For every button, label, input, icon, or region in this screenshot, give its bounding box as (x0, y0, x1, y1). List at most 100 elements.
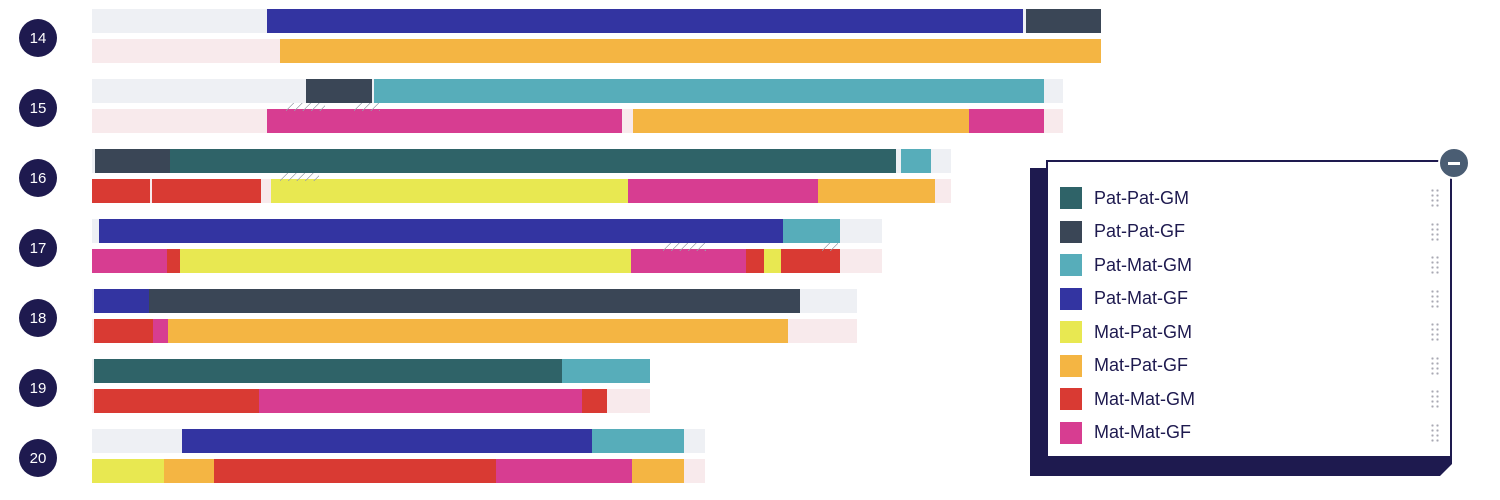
legend-item-pat-pat-gf[interactable]: Pat-Pat-GF (1060, 220, 1440, 244)
segment-mat-pat-gm[interactable] (92, 459, 164, 483)
segment-mat-mat-gf[interactable] (259, 389, 582, 413)
legend-label: Mat-Pat-GM (1094, 321, 1193, 342)
legend-collapse-button[interactable] (1438, 147, 1470, 179)
legend-label: Mat-Mat-GF (1094, 422, 1191, 442)
segment-mat-mat-gf[interactable] (969, 109, 1045, 133)
segment-pat-pat-gf[interactable] (149, 289, 800, 313)
legend-label: Pat-Pat-GM (1094, 187, 1190, 208)
segment-mat-mat-gf[interactable] (496, 459, 632, 483)
segment-mat-mat-gm[interactable] (780, 249, 840, 273)
segment-mat-mat-gm[interactable] (213, 459, 497, 483)
chromosome-16-maternal-track (92, 179, 952, 203)
drag-handle-icon[interactable] (1430, 188, 1440, 208)
segment-mat-mat-gm[interactable] (167, 249, 180, 273)
segment-pat-mat-gm[interactable] (592, 429, 685, 453)
segment-mat-mat-gf[interactable] (266, 109, 623, 133)
legend-swatch (1060, 254, 1082, 276)
drag-handle-icon[interactable] (1430, 422, 1440, 443)
segment-mat-pat-gf[interactable] (632, 109, 970, 133)
legend-swatch (1060, 321, 1082, 343)
legend-label: Pat-Pat-GF (1094, 221, 1186, 241)
segment-mat-mat-gm[interactable] (92, 179, 151, 203)
segment-pat-mat-gm[interactable] (901, 149, 931, 173)
segment-mat-mat-gf[interactable] (630, 249, 746, 273)
segment-pat-mat-gf[interactable] (94, 289, 150, 313)
legend-item-pat-mat-gf[interactable]: Pat-Mat-GF (1060, 287, 1440, 311)
segment-mat-pat-gf[interactable] (163, 459, 214, 483)
segment-mat-pat-gm[interactable] (179, 249, 631, 273)
legend-item-pat-pat-gm[interactable]: Pat-Pat-GM (1060, 186, 1440, 210)
segment-pat-pat-gf[interactable] (1026, 9, 1102, 33)
chromosome-15-paternal-track (92, 79, 1064, 103)
chromosome-17-paternal-track (92, 219, 883, 243)
segment-mat-mat-gf[interactable] (92, 249, 168, 273)
segment-pat-mat-gf[interactable] (266, 9, 1024, 33)
legend-swatch (1060, 220, 1082, 243)
segment-mat-mat-gf[interactable] (628, 179, 818, 203)
chromosome-20-maternal-track (92, 459, 705, 483)
legend-item-mat-pat-gf[interactable]: Mat-Pat-GF (1060, 354, 1440, 378)
drag-handle-icon[interactable] (1430, 355, 1440, 376)
legend-swatch (1060, 287, 1082, 310)
segment-mat-pat-gm[interactable] (763, 249, 781, 273)
segment-mat-mat-gm[interactable] (745, 249, 764, 273)
chromosome-14-paternal-track (92, 9, 1102, 33)
drag-handle-icon[interactable] (1430, 255, 1440, 275)
legend-item-mat-mat-gm[interactable]: Mat-Mat-GM (1060, 387, 1440, 411)
legend-item-mat-mat-gf[interactable]: Mat-Mat-GF (1060, 421, 1440, 445)
chromosome-16-badge: 16 (19, 159, 57, 197)
chromosome-20-paternal-track (92, 429, 705, 453)
legend-label: Pat-Mat-GM (1094, 254, 1193, 275)
chromosome-18-paternal-track (92, 289, 857, 313)
legend-label: Pat-Mat-GF (1094, 288, 1189, 308)
legend-label: Mat-Mat-GM (1094, 388, 1195, 409)
segment-mat-pat-gf[interactable] (817, 179, 936, 203)
chromosome-15-maternal-track (92, 109, 1064, 133)
crossover-hatch (285, 103, 325, 111)
segment-mat-pat-gf[interactable] (280, 39, 1102, 63)
legend-swatch (1060, 421, 1082, 444)
segment-pat-mat-gm[interactable] (374, 79, 1045, 103)
chromosome-19-paternal-track (92, 359, 650, 383)
segment-pat-pat-gf[interactable] (95, 149, 171, 173)
drag-handle-icon[interactable] (1430, 288, 1440, 309)
segment-mat-mat-gm[interactable] (581, 389, 608, 413)
segment-pat-pat-gm[interactable] (170, 149, 897, 173)
legend-swatch (1060, 187, 1082, 209)
legend-item-mat-pat-gm[interactable]: Mat-Pat-GM (1060, 320, 1440, 344)
segment-mat-pat-gf[interactable] (631, 459, 685, 483)
segment-mat-mat-gm[interactable] (152, 179, 262, 203)
segment-pat-mat-gf[interactable] (99, 219, 783, 243)
legend-swatch (1060, 354, 1082, 377)
legend-panel: Pat-Pat-GM Pat-Pat-GF Pat-Mat-GM Pat-Mat-GF… (1046, 160, 1452, 458)
chromosome-16-paternal-track (92, 149, 952, 173)
segment-pat-pat-gm[interactable] (94, 359, 562, 383)
chromosome-14-badge: 14 (19, 19, 57, 57)
segment-pat-mat-gm[interactable] (561, 359, 650, 383)
drag-handle-icon[interactable] (1430, 322, 1440, 342)
legend-item-pat-mat-gm[interactable]: Pat-Mat-GM (1060, 253, 1440, 277)
chromosome-18-badge: 18 (19, 299, 57, 337)
drag-handle-icon[interactable] (1430, 389, 1440, 409)
drag-handle-icon[interactable] (1430, 221, 1440, 242)
chromosome-17-maternal-track (92, 249, 883, 273)
legend-swatch (1060, 388, 1082, 410)
segment-pat-mat-gf[interactable] (181, 429, 593, 453)
legend-label: Mat-Pat-GF (1094, 355, 1189, 375)
segment-mat-mat-gm[interactable] (94, 319, 154, 343)
chromosome-17-badge: 17 (19, 229, 57, 267)
chromosome-19-badge: 19 (19, 369, 57, 407)
chromosome-15-badge: 15 (19, 89, 57, 127)
segment-mat-mat-gf[interactable] (153, 319, 169, 343)
segment-mat-pat-gf[interactable] (168, 319, 789, 343)
chromosome-18-maternal-track (92, 319, 857, 343)
segment-mat-pat-gm[interactable] (270, 179, 629, 203)
chromosome-chart: 14 15 16 17 18 19 20 (19, 9, 1102, 483)
chromosome-20-badge: 20 (19, 439, 57, 477)
segment-pat-pat-gf[interactable] (305, 79, 373, 103)
segment-pat-mat-gm[interactable] (782, 219, 840, 243)
crossover-hatch (663, 243, 706, 251)
crossover-hatch (280, 173, 320, 181)
crossover-hatch (822, 243, 838, 251)
segment-mat-mat-gm[interactable] (94, 389, 260, 413)
